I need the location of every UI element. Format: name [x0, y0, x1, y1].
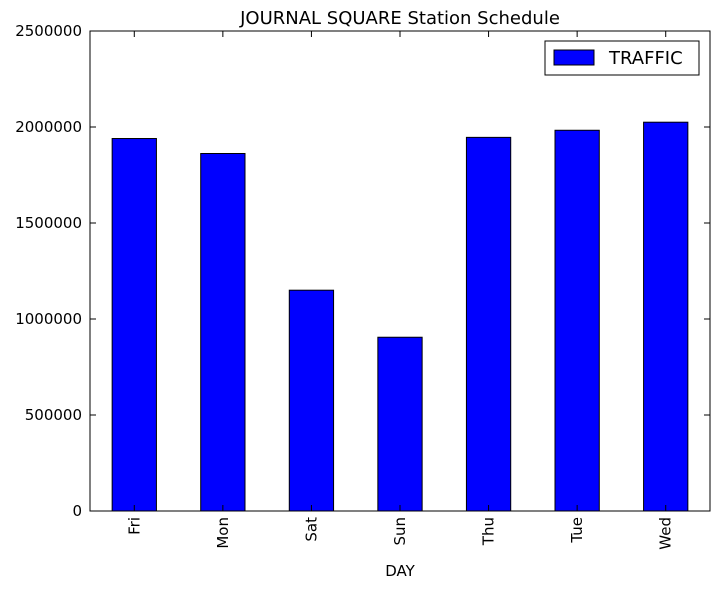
- x-tick-label: Sun: [391, 517, 409, 546]
- x-tick-label: Mon: [214, 517, 232, 549]
- bar-thu: [465, 136, 512, 512]
- x-tick-label: Sat: [302, 517, 320, 542]
- labels-layer: Fri Mon Sat Sun Thu Tue Wed 0 500000 1000000 15000…: [15, 22, 675, 550]
- x-tick-label: Wed: [657, 517, 675, 550]
- y-tick-label: 0: [72, 502, 82, 520]
- y-tick-label: 2500000: [15, 22, 82, 40]
- y-tick-label: 1500000: [15, 214, 82, 232]
- x-axis-title: DAY: [385, 562, 415, 580]
- chart-title: JOURNAL SQUARE Station Schedule: [239, 8, 560, 29]
- y-tick-label: 500000: [25, 406, 82, 424]
- ticks-layer: [90, 30, 710, 512]
- x-tick-label: Fri: [125, 517, 143, 535]
- y-tick-label: 2000000: [15, 118, 82, 136]
- legend: TRAFFIC: [544, 40, 700, 76]
- x-tick-label: Thu: [480, 517, 498, 546]
- bars-layer: [111, 121, 689, 512]
- bar-fri: [111, 138, 157, 512]
- bar-tue: [554, 129, 600, 512]
- bar-mon: [200, 152, 246, 512]
- legend-swatch: [553, 49, 595, 66]
- bar-wed: [643, 121, 689, 512]
- legend-label: TRAFFIC: [608, 48, 683, 69]
- x-tick-label: Tue: [568, 517, 586, 544]
- bar-sun: [377, 336, 423, 512]
- y-tick-label: 1000000: [15, 310, 82, 328]
- bar-sat: [288, 289, 335, 512]
